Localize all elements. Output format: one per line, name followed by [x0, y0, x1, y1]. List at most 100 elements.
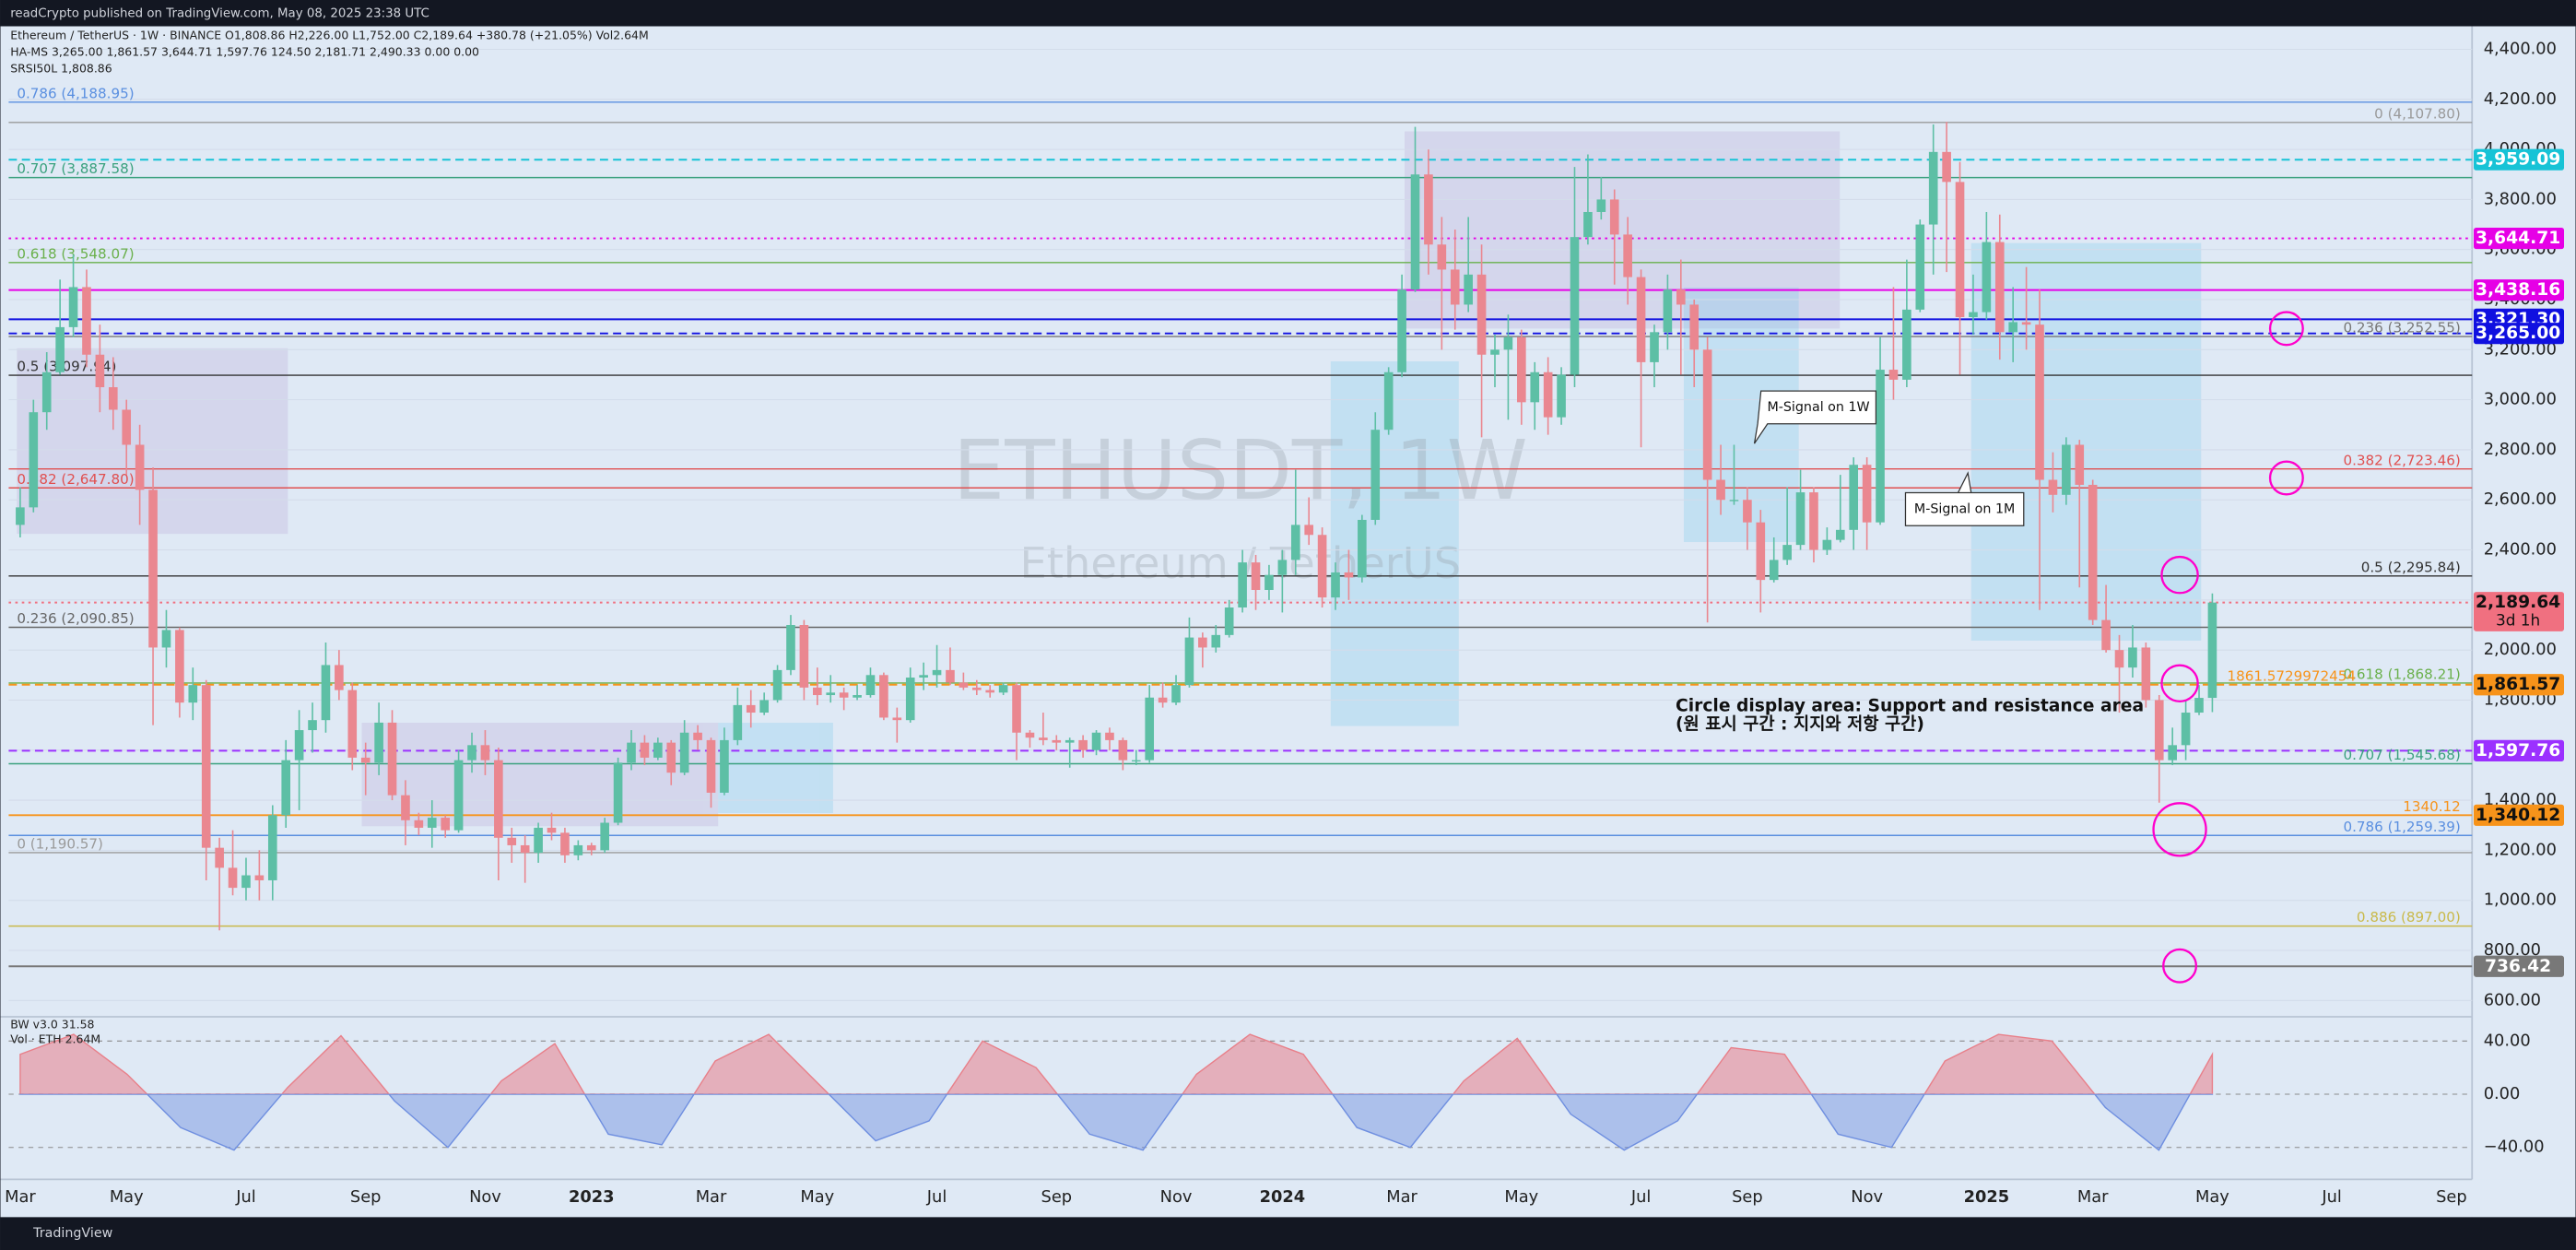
candle-body	[1358, 519, 1367, 578]
price-badge	[2474, 804, 2565, 826]
price-badge	[2474, 323, 2565, 345]
candle-body	[1503, 336, 1513, 350]
candle-body	[188, 685, 198, 703]
x-tick-label: Sep	[1041, 1187, 1073, 1207]
y-tick-label: 3,800.00	[2484, 189, 2557, 208]
callout-1w: M-Signal on 1W	[1753, 390, 1877, 444]
candle-body	[1238, 562, 1247, 607]
candle-body	[347, 690, 358, 758]
candle-body	[2128, 647, 2137, 668]
candle-body	[308, 720, 317, 731]
candle-body	[1517, 336, 1526, 403]
indicator-legend: Vol · ETH 2.64M	[10, 1032, 100, 1045]
candle-body	[1490, 349, 1500, 355]
candle-body	[414, 820, 424, 828]
x-tick-label: Sep	[2436, 1187, 2467, 1207]
candle-body	[1198, 637, 1207, 648]
candle-body	[919, 675, 928, 678]
candle-body	[1012, 685, 1021, 733]
candle-body	[1623, 234, 1632, 277]
candle-body	[2088, 484, 2098, 620]
candle-body	[1822, 539, 1832, 550]
legend-line: SRSI50L 1,808.86	[10, 61, 112, 75]
price-badge-label: 3,265.00	[2476, 324, 2560, 343]
candle-body	[122, 409, 132, 445]
x-tick-label: May	[2195, 1187, 2229, 1207]
candle-body	[534, 827, 543, 854]
candle-body	[1476, 274, 1487, 355]
candle-body	[1955, 182, 1965, 318]
x-tick-label: Mar	[2077, 1187, 2109, 1207]
zone-box	[1330, 361, 1459, 726]
level-label: 0.236 (3,252.55)	[2343, 320, 2460, 336]
watermark-title: ETHUSDT, 1W	[953, 423, 1528, 519]
circle-marker	[2268, 460, 2304, 496]
candle-body	[1609, 199, 1619, 235]
price-badge	[2474, 227, 2565, 250]
candle-body	[267, 815, 277, 880]
candle-body	[467, 745, 476, 761]
candle-body	[998, 685, 1008, 693]
candle-body	[161, 630, 171, 648]
candle-body	[1304, 525, 1313, 536]
candle-body	[826, 692, 836, 696]
candle-body	[2154, 700, 2164, 761]
candle-body	[971, 687, 982, 690]
candle-body	[1756, 522, 1766, 581]
y-tick-label: 2,000.00	[2484, 640, 2557, 659]
candle-body	[201, 685, 211, 848]
candle-body	[1078, 739, 1088, 750]
callout-1m: M-Signal on 1M	[1904, 471, 2025, 526]
level-label: 0.5 (3,097.94)	[17, 359, 116, 375]
candle-body	[453, 760, 464, 831]
x-tick-label: 2023	[569, 1187, 615, 1207]
callout-text: M-Signal on 1M	[1914, 501, 2015, 516]
y-tick-label: 2,600.00	[2484, 489, 2557, 509]
indicator-legend: BW v3.0 31.58	[10, 1017, 94, 1031]
candle-body	[1769, 560, 1779, 581]
candle-body	[1277, 560, 1288, 575]
x-tick-label: May	[800, 1187, 834, 1207]
price-badge-label: 1,861.57	[2476, 675, 2560, 694]
level-label: 0.707 (3,887.58)	[17, 160, 134, 177]
y-tick-label: 4,200.00	[2484, 89, 2557, 109]
candle-body	[2114, 650, 2124, 668]
circle-marker	[2162, 948, 2198, 984]
candle-body	[401, 795, 410, 820]
zone-box	[361, 723, 719, 827]
candle-body	[586, 844, 596, 851]
price-badge-label: 736.42	[2485, 957, 2551, 976]
candle-body	[1942, 151, 1951, 183]
level-label: 1340.12	[2403, 798, 2461, 815]
top-bar	[0, 0, 2576, 27]
candle-body	[640, 742, 650, 758]
x-tick-label: Nov	[1160, 1187, 1193, 1207]
indicator-tick-label: 0.00	[2484, 1084, 2521, 1103]
candle-body	[1410, 174, 1420, 290]
price-badge	[2474, 955, 2565, 977]
level-label: 0 (4,107.80)	[2374, 105, 2461, 122]
candle-body	[772, 669, 782, 701]
level-label: 0.236 (2,090.85)	[17, 610, 134, 627]
candle-body	[1650, 332, 1659, 362]
candle-body	[2168, 745, 2177, 761]
oscillator-positive	[19, 1033, 2214, 1094]
level-label: 0.618 (3,548.07)	[17, 245, 134, 262]
candle-body	[1543, 371, 1553, 418]
candle-body	[693, 732, 702, 740]
y-tick-label: 2,800.00	[2484, 440, 2557, 459]
candle-body	[480, 745, 490, 761]
level-label: 0.5 (2,295.84)	[2361, 559, 2461, 575]
price-badge-label: 1,340.12	[2476, 806, 2560, 825]
level-label: 0.786 (1,259.39)	[2343, 819, 2460, 835]
x-tick-label: 2025	[1964, 1187, 2010, 1207]
price-badge-label: 3,438.16	[2476, 280, 2560, 300]
candle-body	[2101, 619, 2111, 651]
x-tick-label: May	[1504, 1187, 1538, 1207]
price-badge-label: 3,644.71	[2476, 229, 2560, 248]
candle-body	[1383, 371, 1394, 430]
candle-body	[1915, 224, 1925, 310]
candle-body	[441, 818, 450, 831]
candle-body	[494, 760, 503, 838]
